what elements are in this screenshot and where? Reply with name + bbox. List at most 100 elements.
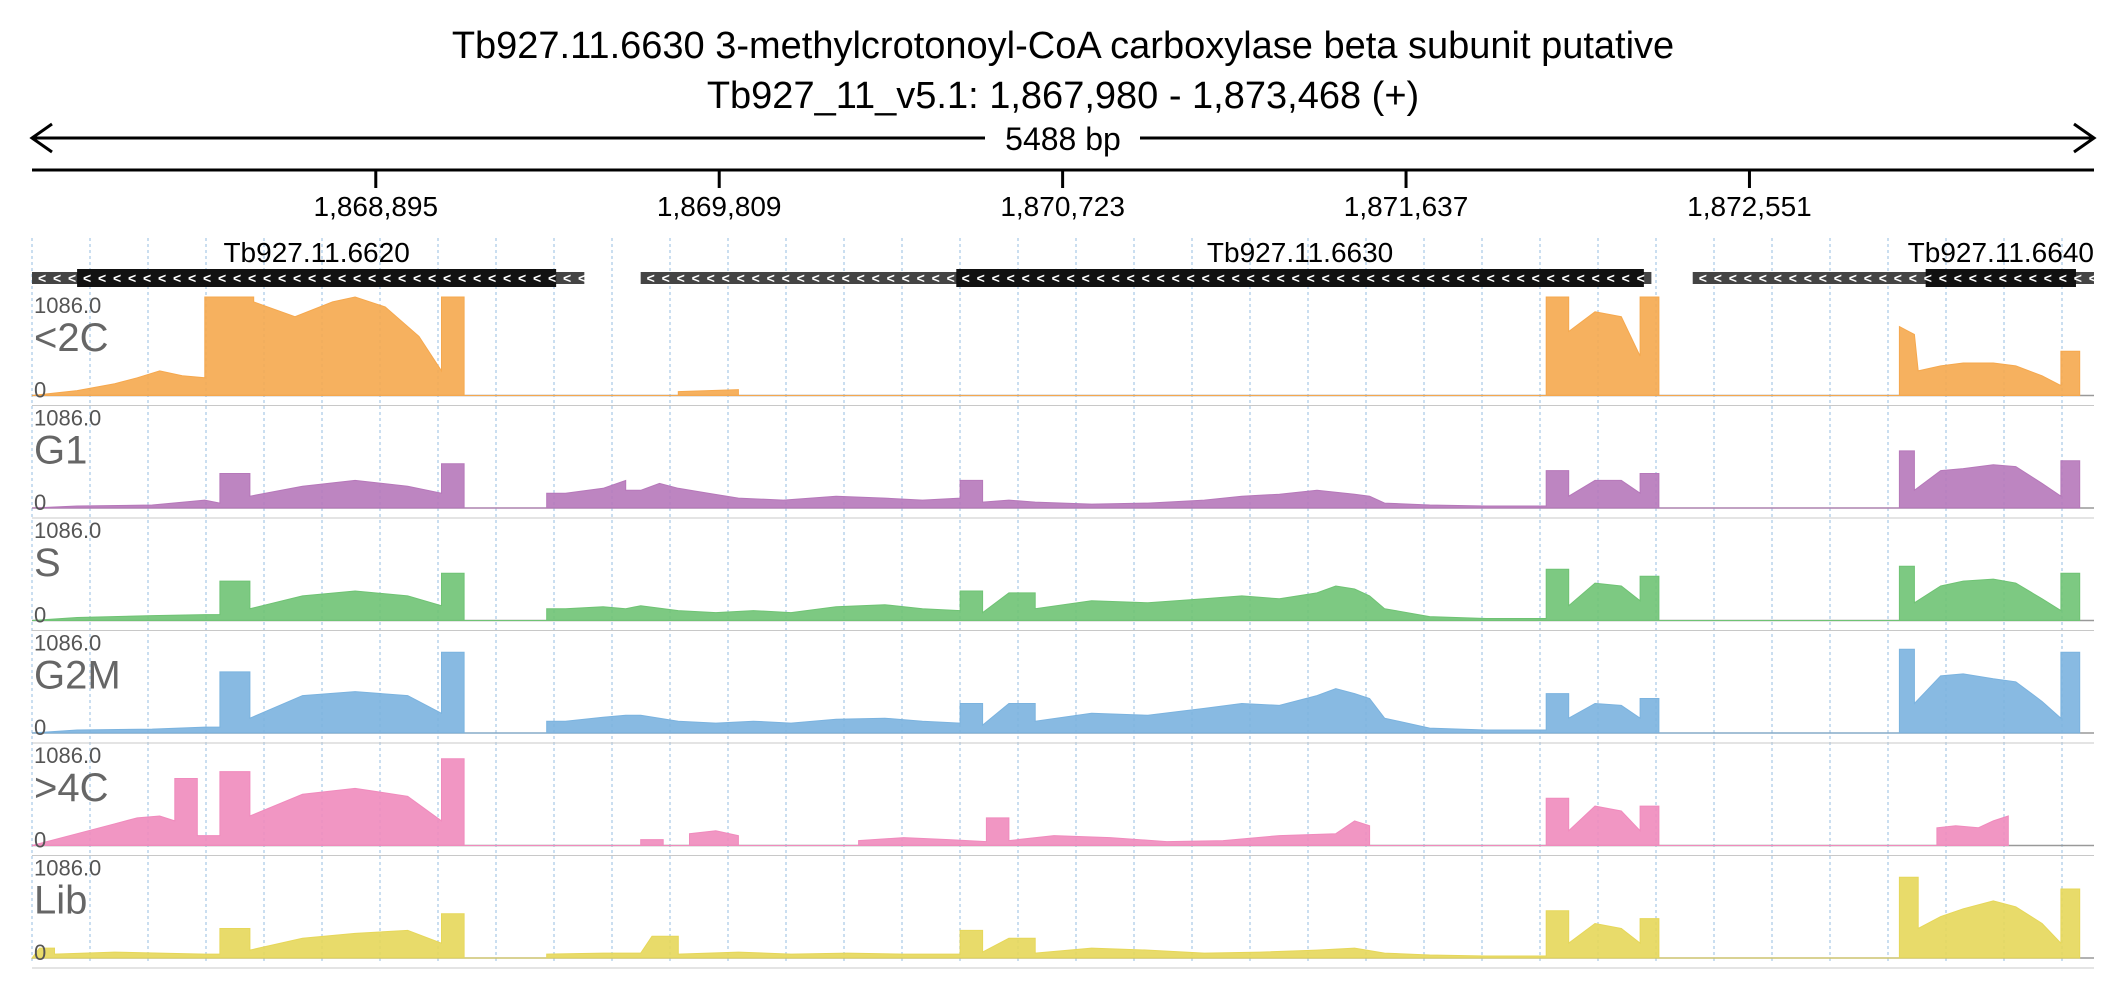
strand-chevron: < <box>1052 270 1060 286</box>
strand-chevron: < <box>248 270 256 286</box>
strand-chevron: < <box>218 270 226 286</box>
strand-chevron: < <box>1457 270 1465 286</box>
strand-chevron: < <box>548 270 556 286</box>
strand-chevron: < <box>263 270 271 286</box>
strand-chevron: < <box>1999 270 2007 286</box>
strand-chevron: < <box>707 270 715 286</box>
strand-chevron: < <box>1819 270 1827 286</box>
strand-chevron: < <box>428 270 436 286</box>
strand-chevron: < <box>872 270 880 286</box>
strand-chevron: < <box>1924 270 1932 286</box>
ruler-tick-label: 1,870,723 <box>1000 191 1125 222</box>
strand-chevron: < <box>1292 270 1300 286</box>
ruler-ticks: 1,868,895 1,869,809 1,870,723 1,871,637 1,87… <box>314 170 1812 222</box>
strand-chevron: < <box>293 270 301 286</box>
strand-chevron: < <box>53 270 61 286</box>
strand-chevron: < <box>767 270 775 286</box>
strand-chevron: < <box>1714 270 1722 286</box>
strand-chevron: < <box>128 270 136 286</box>
strand-chevron: < <box>1502 270 1510 286</box>
strand-chevron: < <box>158 270 166 286</box>
strand-chevron: < <box>2029 270 2037 286</box>
strand-chevron: < <box>662 270 670 286</box>
track-name: >4C <box>34 766 109 810</box>
gene-label: Tb927.11.6640 <box>1908 237 2094 268</box>
strand-chevron: < <box>1954 270 1962 286</box>
strand-chevron: < <box>1067 270 1075 286</box>
coverage-area <box>31 296 2081 396</box>
strand-chevron: < <box>2044 270 2052 286</box>
strand-chevron: < <box>1397 270 1405 286</box>
strand-chevron: < <box>752 270 760 286</box>
strand-chevron: < <box>1127 270 1135 286</box>
strand-chevron: < <box>443 270 451 286</box>
strand-chevron: < <box>323 270 331 286</box>
figure-subtitle: Tb927_11_v5.1: 1,867,980 - 1,873,468 (+) <box>707 75 1419 117</box>
strand-chevron: < <box>1187 270 1195 286</box>
strand-chevron: < <box>1939 270 1947 286</box>
coverage-track: 1086.0 0 S <box>31 518 2094 631</box>
gene-cds <box>956 269 1644 287</box>
strand-chevron: < <box>797 270 805 286</box>
coverage-area <box>31 450 2081 509</box>
strand-chevron: < <box>1834 270 1842 286</box>
strand-chevron: < <box>473 270 481 286</box>
strand-chevron: < <box>1007 270 1015 286</box>
coverage-track: 1086.0 0 G1 <box>31 406 2094 519</box>
strand-chevron: < <box>842 270 850 286</box>
strand-chevron: < <box>1804 270 1812 286</box>
strand-chevron: < <box>932 270 940 286</box>
coverage-area <box>31 758 2009 846</box>
strand-chevron: < <box>1517 270 1525 286</box>
strand-chevron: < <box>1729 270 1737 286</box>
strand-chevron: < <box>413 270 421 286</box>
track-ymax-label: 1086.0 <box>34 856 101 881</box>
strand-chevron: < <box>488 270 496 286</box>
strand-chevron: < <box>1849 270 1857 286</box>
strand-chevron: < <box>578 270 586 286</box>
track-yzero-label: 0 <box>34 715 46 740</box>
strand-chevron: < <box>503 270 511 286</box>
ruler-tick-label: 1,872,551 <box>1687 191 1812 222</box>
strand-chevron: < <box>113 270 121 286</box>
strand-chevron: < <box>458 270 466 286</box>
track-name: G2M <box>34 654 121 698</box>
strand-chevron: < <box>2059 270 2067 286</box>
strand-chevron: < <box>1622 270 1630 286</box>
strand-chevron: < <box>1547 270 1555 286</box>
strand-chevron: < <box>1232 270 1240 286</box>
strand-chevron: < <box>1022 270 1030 286</box>
strand-chevron: < <box>737 270 745 286</box>
strand-chevron: < <box>827 270 835 286</box>
track-name: G1 <box>34 429 87 473</box>
strand-chevron: < <box>383 270 391 286</box>
strand-chevron: < <box>1172 270 1180 286</box>
ruler-tick-label: 1,868,895 <box>314 191 439 222</box>
track-name: Lib <box>34 879 87 923</box>
coverage-area <box>30 876 2081 959</box>
span-arrow <box>29 122 2097 154</box>
ruler-tick-label: 1,871,637 <box>1344 191 1469 222</box>
strand-chevron: < <box>1247 270 1255 286</box>
strand-chevron: < <box>977 270 985 286</box>
coverage-track: 1086.0 0 >4C <box>31 743 2094 856</box>
strand-chevron: < <box>1909 270 1917 286</box>
strand-chevron: < <box>1097 270 1105 286</box>
track-ymax-label: 1086.0 <box>34 743 101 768</box>
strand-chevron: < <box>278 270 286 286</box>
strand-chevron: < <box>1637 270 1645 286</box>
strand-chevron: < <box>1367 270 1375 286</box>
gene-cds <box>1925 269 2076 287</box>
track-ymax-label: 1086.0 <box>34 293 101 318</box>
strand-chevron: < <box>368 270 376 286</box>
strand-chevron: < <box>1142 270 1150 286</box>
strand-chevron: < <box>1217 270 1225 286</box>
strand-chevron: < <box>1262 270 1270 286</box>
coverage-track: 1086.0 0 <2C <box>31 293 2094 406</box>
gene-label: Tb927.11.6630 <box>1207 237 1393 268</box>
gene-models: < < < < < < < < < < < < < < < < < < < < < < < < < < < < < < < < < < < < < Tb9… <box>32 237 2097 287</box>
strand-chevron: < <box>143 270 151 286</box>
strand-chevron: < <box>353 270 361 286</box>
strand-chevron: < <box>518 270 526 286</box>
